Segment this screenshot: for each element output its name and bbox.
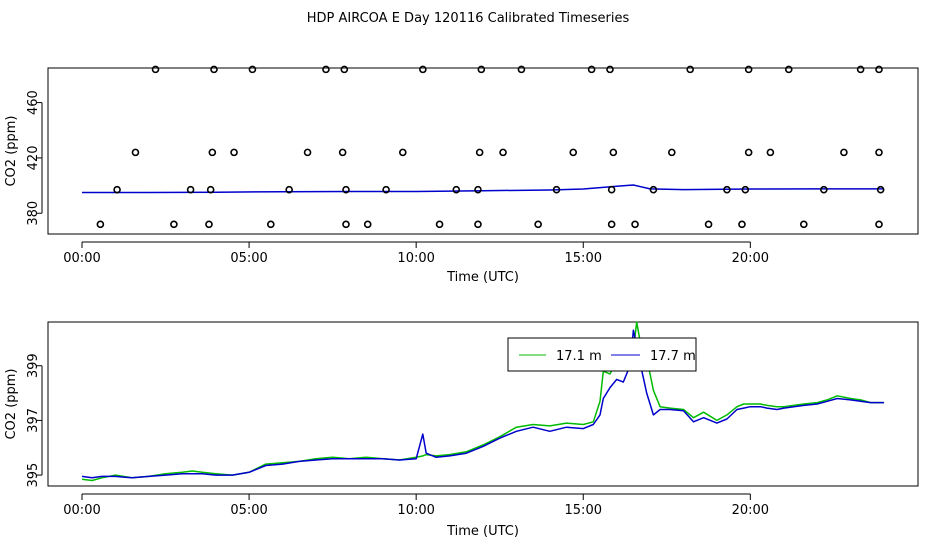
bottom-plot-area [81, 321, 884, 482]
top-scatter-point [363, 220, 372, 229]
top-scatter-point [303, 148, 312, 157]
top-scatter-point [170, 220, 178, 229]
top-scatter-point [475, 148, 484, 157]
bottom-x-tick-label: 20:00 [732, 503, 769, 518]
top-panel: Time (UTC) CO2 (ppm) 00:00 05:00 10:00 15:0… [4, 65, 919, 285]
top-x-tick-label: 05:00 [230, 251, 267, 266]
top-scatter-point [631, 220, 639, 229]
top-scatter-point [113, 185, 121, 194]
top-scatter-point [840, 148, 848, 157]
top-scatter-point [322, 65, 330, 74]
top-scatter-point [875, 148, 883, 157]
legend: 17.1 m 17.7 m [507, 337, 697, 372]
top-scatter-point [609, 148, 618, 157]
top-scatter-point [340, 65, 349, 74]
bottom-plot-frame [47, 321, 919, 487]
top-scatter-point [723, 185, 731, 194]
top-scatter-point [499, 148, 507, 157]
top-scatter-point [382, 185, 390, 194]
top-scatter-point [206, 185, 215, 194]
top-scatter-point [766, 148, 775, 157]
top-y-tick-label: 460 [26, 90, 41, 115]
top-scatter-point [744, 148, 753, 157]
top-scatter-point [131, 148, 140, 157]
top-scatter-point [552, 185, 561, 194]
top-x-tick-label: 15:00 [565, 251, 602, 266]
top-y-axis-label: CO2 (ppm) [4, 115, 19, 186]
top-x-tick-label: 10:00 [397, 251, 434, 266]
top-scatter-point [875, 220, 883, 229]
top-scatter-point [668, 148, 676, 157]
top-scatter-point [649, 185, 658, 194]
top-x-tick-label: 20:00 [732, 251, 769, 266]
top-scatter-point [398, 148, 407, 157]
top-x-axis-label: Time (UTC) [446, 270, 519, 285]
top-scatter-point [856, 65, 865, 74]
top-scatter-point [607, 185, 616, 194]
top-scatter-point [875, 65, 883, 74]
top-scatter-point [534, 220, 542, 229]
bottom-y-tick-label: 397 [26, 408, 41, 433]
legend-label-17-7m: 17.7 m [650, 349, 696, 364]
top-scatter-point [704, 220, 713, 229]
top-scatter-point [208, 148, 217, 157]
top-scatter-point [820, 185, 828, 194]
top-scatter-point [205, 220, 213, 229]
top-scatter-point [285, 185, 293, 194]
top-scatter-point [452, 185, 461, 194]
top-scatter-point [210, 65, 218, 74]
top-scatter-point [744, 65, 753, 74]
bottom-x-tick-label: 00:00 [63, 503, 100, 518]
bottom-y-axis-label: CO2 (ppm) [4, 368, 19, 439]
top-scatter-point [435, 220, 444, 229]
top-scatter-point [474, 185, 482, 194]
top-scatter-point [342, 185, 350, 194]
top-scatter-point [799, 220, 808, 229]
bottom-series-line-17-7-m [81, 329, 884, 479]
top-scatter-point [517, 65, 526, 74]
bottom-y-tick-label: 395 [26, 463, 41, 488]
top-scatter-point [419, 65, 427, 74]
top-y-tick-label: 420 [26, 146, 41, 171]
top-scatter-point [96, 220, 105, 229]
legend-label-17-1m: 17.1 m [556, 349, 602, 364]
top-scatter-point [151, 65, 160, 74]
top-plot-area [82, 65, 885, 229]
top-scatter-point [477, 65, 486, 74]
top-scatter-point [607, 220, 616, 229]
chart-title: HDP AIRCOA E Day 120116 Calibrated Times… [307, 11, 630, 26]
bottom-x-axis-label: Time (UTC) [446, 524, 519, 539]
bottom-series-line-17-1-m [81, 321, 884, 482]
top-scatter-point [338, 148, 347, 157]
top-scatter-point [738, 220, 746, 229]
top-scatter-point [741, 185, 750, 194]
top-scatter-point [606, 65, 614, 74]
top-scatter-point [230, 148, 238, 157]
top-scatter-point [587, 65, 596, 74]
top-scatter-point [686, 65, 694, 74]
bottom-x-tick-label: 15:00 [565, 503, 602, 518]
top-y-tick-label: 380 [26, 201, 41, 226]
top-x-tick-label: 00:00 [63, 251, 100, 266]
top-scatter-point [267, 220, 275, 229]
top-plot-frame [47, 67, 919, 235]
top-scatter-point [186, 185, 195, 194]
top-series-line-co2 [82, 184, 884, 194]
top-scatter-point [474, 220, 482, 229]
top-scatter-point [784, 65, 793, 74]
bottom-x-tick-label: 05:00 [230, 503, 267, 518]
bottom-panel: Time (UTC) CO2 (ppm) 17.1 m 17.7 m 00:00… [4, 321, 919, 539]
top-scatter-point [342, 220, 350, 229]
bottom-x-tick-label: 10:00 [397, 503, 434, 518]
bottom-y-tick-label: 399 [26, 353, 41, 378]
top-scatter-point [248, 65, 257, 74]
top-scatter-point [569, 148, 578, 157]
top-scatter-point [876, 185, 885, 194]
